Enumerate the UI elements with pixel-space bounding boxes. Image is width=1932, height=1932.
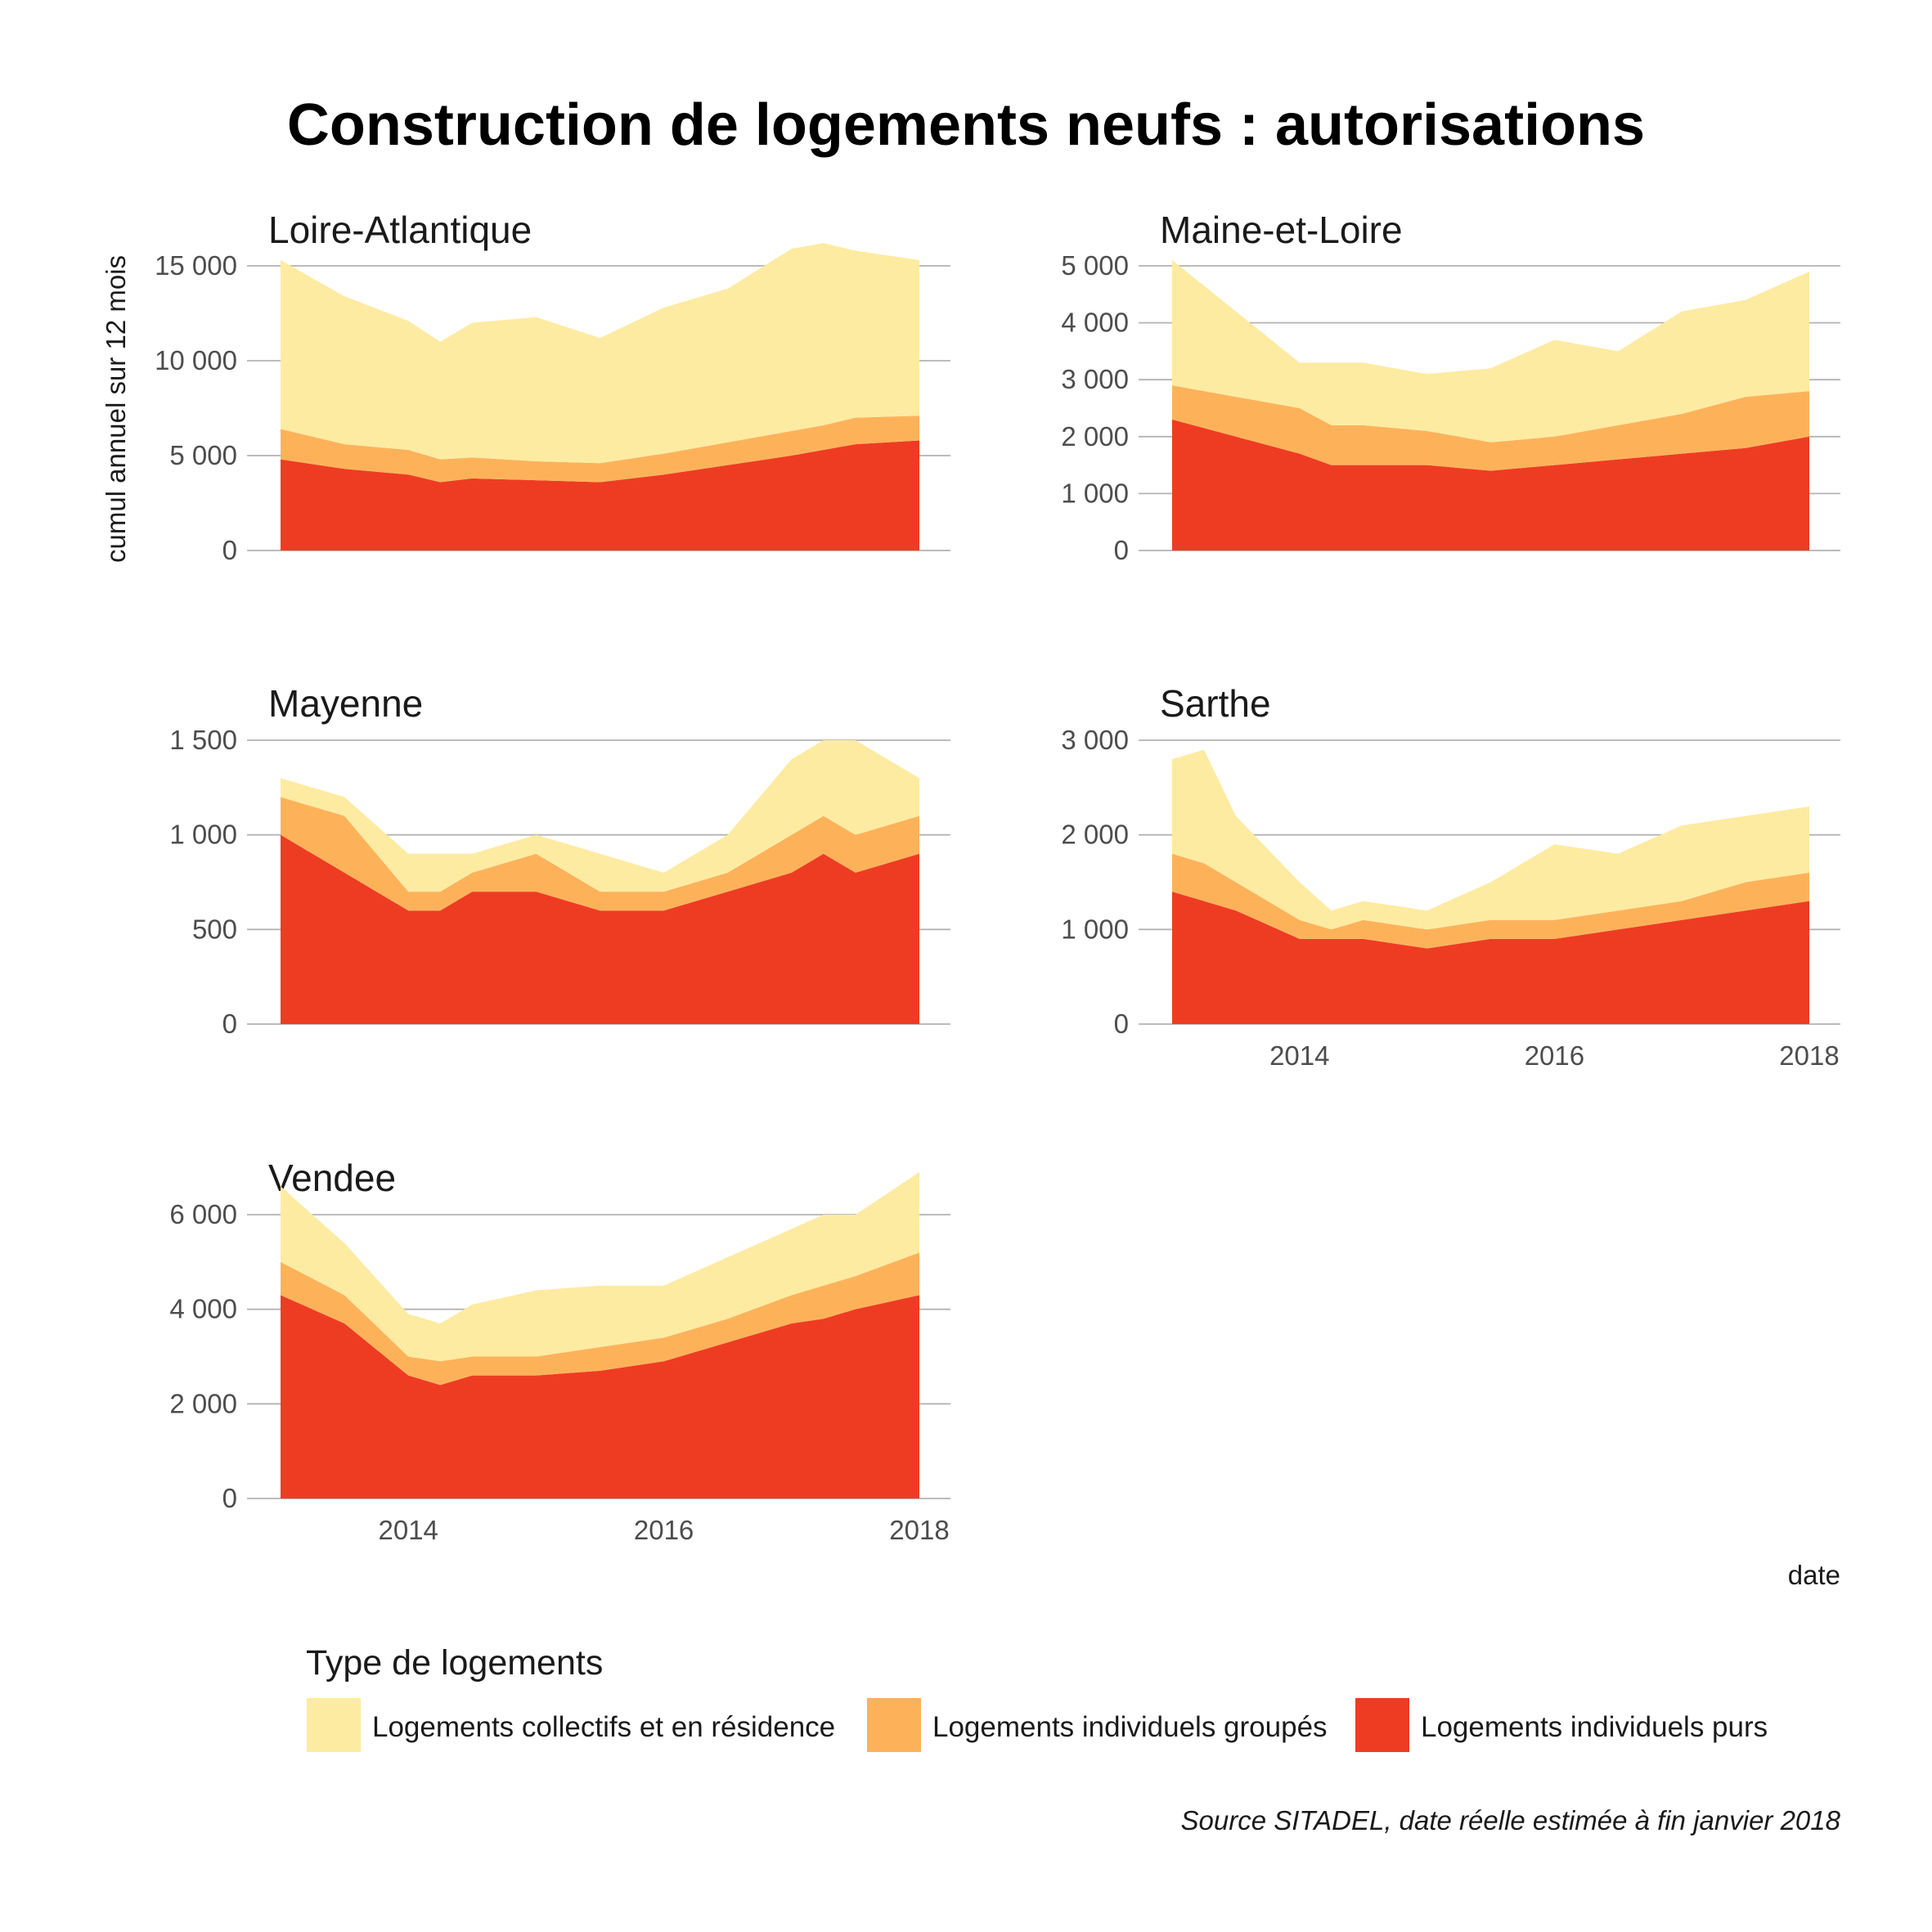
panel-title-mayenne: Mayenne [268, 682, 423, 725]
area-logements-individuels-groupes [1172, 853, 1809, 949]
x-tick-label: 2018 [889, 1515, 949, 1545]
x-tick-label: 2014 [378, 1515, 438, 1545]
panel-title-maine-et-loire: Maine-et-Loire [1160, 209, 1403, 251]
y-tick-label: 2 000 [1061, 421, 1129, 452]
y-tick-label: 1 000 [169, 820, 237, 850]
area-logements-individuels-purs [1172, 419, 1809, 550]
area-logements-individuels-groupes [281, 416, 919, 483]
y-tick-label: 10 000 [155, 345, 237, 375]
chart-title: Construction de logements neufs : autori… [287, 92, 1645, 158]
area-logements-individuels-purs [281, 440, 919, 550]
legend-label-purs: Logements individuels purs [1421, 1711, 1768, 1743]
x-tick-label: 2014 [1269, 1040, 1329, 1071]
panel-sarthe: Sarthe 0 1 000 2 000 3 000 2014 2016 2018 [1061, 682, 1840, 1071]
panel-title-vendee: Vendee [268, 1157, 396, 1199]
y-axis-title: cumul annuel sur 12 mois [101, 255, 131, 563]
y-tick-label: 1 000 [1061, 914, 1129, 944]
x-axis-title: date [1788, 1560, 1840, 1590]
x-tick-label: 2016 [634, 1515, 694, 1545]
legend-label-groupes: Logements individuels groupés [932, 1711, 1328, 1743]
area-logements-collectifs-et-en-residence [281, 740, 919, 892]
panel-vendee: Vendee 0 2 000 4 000 6 000 2014 2016 2018 [169, 1157, 950, 1545]
legend: Type de logements Logements collectifs e… [306, 1643, 1768, 1752]
y-tick-label: 1 000 [1061, 478, 1129, 508]
y-tick-label: 0 [222, 535, 237, 565]
source-caption: Source SITADEL, date réelle estimée à fi… [1181, 1805, 1841, 1835]
area-logements-individuels-groupes [281, 797, 919, 911]
panel-loire-atlantique: Loire-Atlantique 0 5 000 10 000 15 000 [155, 209, 950, 565]
legend-swatch-groupes [867, 1698, 921, 1752]
panel-title-loire-atlantique: Loire-Atlantique [268, 209, 532, 251]
legend-label-collectifs: Logements collectifs et en résidence [372, 1711, 835, 1743]
y-tick-label: 2 000 [1061, 820, 1129, 850]
area-logements-collectifs-et-en-residence [281, 1171, 919, 1362]
area-logements-individuels-groupes [1172, 385, 1809, 471]
area-logements-individuels-groupes [281, 1252, 919, 1386]
area-logements-collectifs-et-en-residence [1172, 749, 1809, 930]
y-tick-label: 3 000 [1061, 364, 1129, 394]
area-logements-collectifs-et-en-residence [281, 243, 919, 464]
y-tick-label: 15 000 [155, 250, 237, 281]
y-tick-label: 3 000 [1061, 725, 1129, 755]
y-tick-label: 0 [222, 1009, 237, 1039]
y-tick-label: 4 000 [169, 1294, 237, 1324]
y-tick-label: 0 [1114, 1009, 1129, 1039]
y-tick-label: 5 000 [169, 440, 237, 470]
y-tick-label: 0 [222, 1483, 237, 1513]
y-tick-label: 1 500 [169, 725, 237, 755]
panel-mayenne: Mayenne 0 500 1 000 1 500 [169, 682, 950, 1039]
facet-panels: Loire-Atlantique 0 5 000 10 000 15 000 Maine-… [155, 209, 1840, 1545]
y-tick-label: 4 000 [1061, 308, 1129, 338]
area-logements-collectifs-et-en-residence [1172, 260, 1809, 443]
panel-maine-et-loire: Maine-et-Loire 0 1 000 2 000 3 000 4 000 5 000 [1061, 209, 1840, 565]
area-logements-individuels-purs [281, 1295, 919, 1498]
legend-title: Type de logements [306, 1643, 603, 1683]
y-tick-label: 2 000 [169, 1388, 237, 1418]
x-tick-label: 2016 [1525, 1040, 1584, 1071]
y-tick-label: 6 000 [169, 1199, 237, 1229]
y-tick-label: 5 000 [1061, 250, 1129, 281]
x-tick-label: 2018 [1779, 1040, 1839, 1071]
y-tick-label: 500 [192, 914, 237, 944]
y-tick-label: 0 [1114, 535, 1129, 565]
legend-swatch-collectifs [307, 1698, 361, 1752]
legend-swatch-purs [1355, 1698, 1409, 1752]
panel-title-sarthe: Sarthe [1160, 682, 1271, 725]
